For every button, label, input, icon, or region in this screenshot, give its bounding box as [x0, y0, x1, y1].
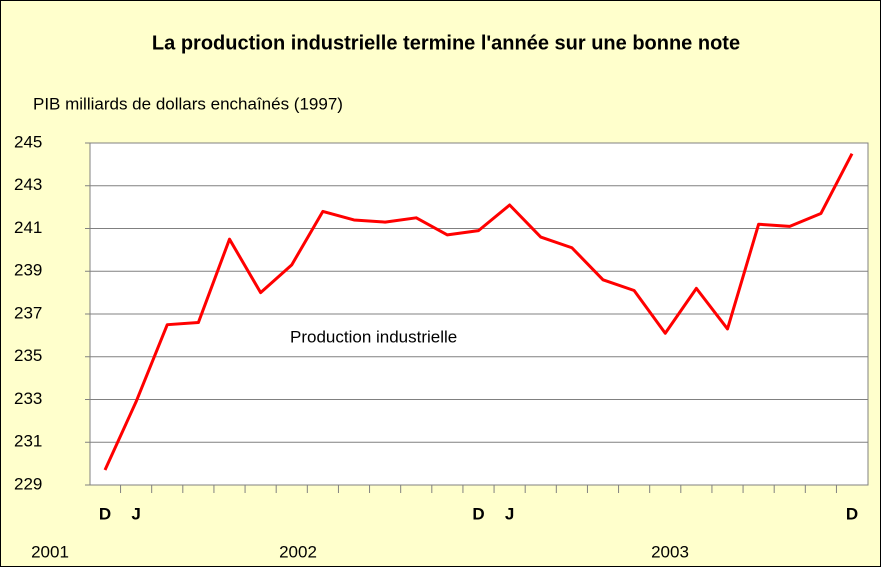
x-tick-label: D: [846, 504, 858, 523]
year-label: 2001: [31, 542, 69, 561]
y-tick-label: 235: [14, 346, 42, 365]
series-label: Production industrielle: [290, 327, 457, 346]
y-tick-label: 233: [14, 389, 42, 408]
year-label: 2003: [651, 542, 689, 561]
y-tick-label: 243: [14, 175, 42, 194]
x-tick-label: J: [131, 504, 140, 523]
year-label: 2002: [279, 542, 317, 561]
line-series: [103, 152, 854, 471]
x-tick-label: D: [99, 504, 111, 523]
y-axis-label: PIB milliards de dollars enchaînés (1997…: [33, 94, 343, 113]
y-tick-label: 241: [14, 218, 42, 237]
x-tick-label: J: [505, 504, 514, 523]
y-tick-label: 229: [14, 474, 42, 493]
y-tick-label: 239: [14, 261, 42, 280]
x-tick-label: D: [472, 504, 484, 523]
y-tick-label: 245: [14, 132, 42, 151]
chart-title: La production industrielle termine l'ann…: [152, 32, 740, 54]
y-tick-label: 237: [14, 303, 42, 322]
y-tick-label: 231: [14, 432, 42, 451]
